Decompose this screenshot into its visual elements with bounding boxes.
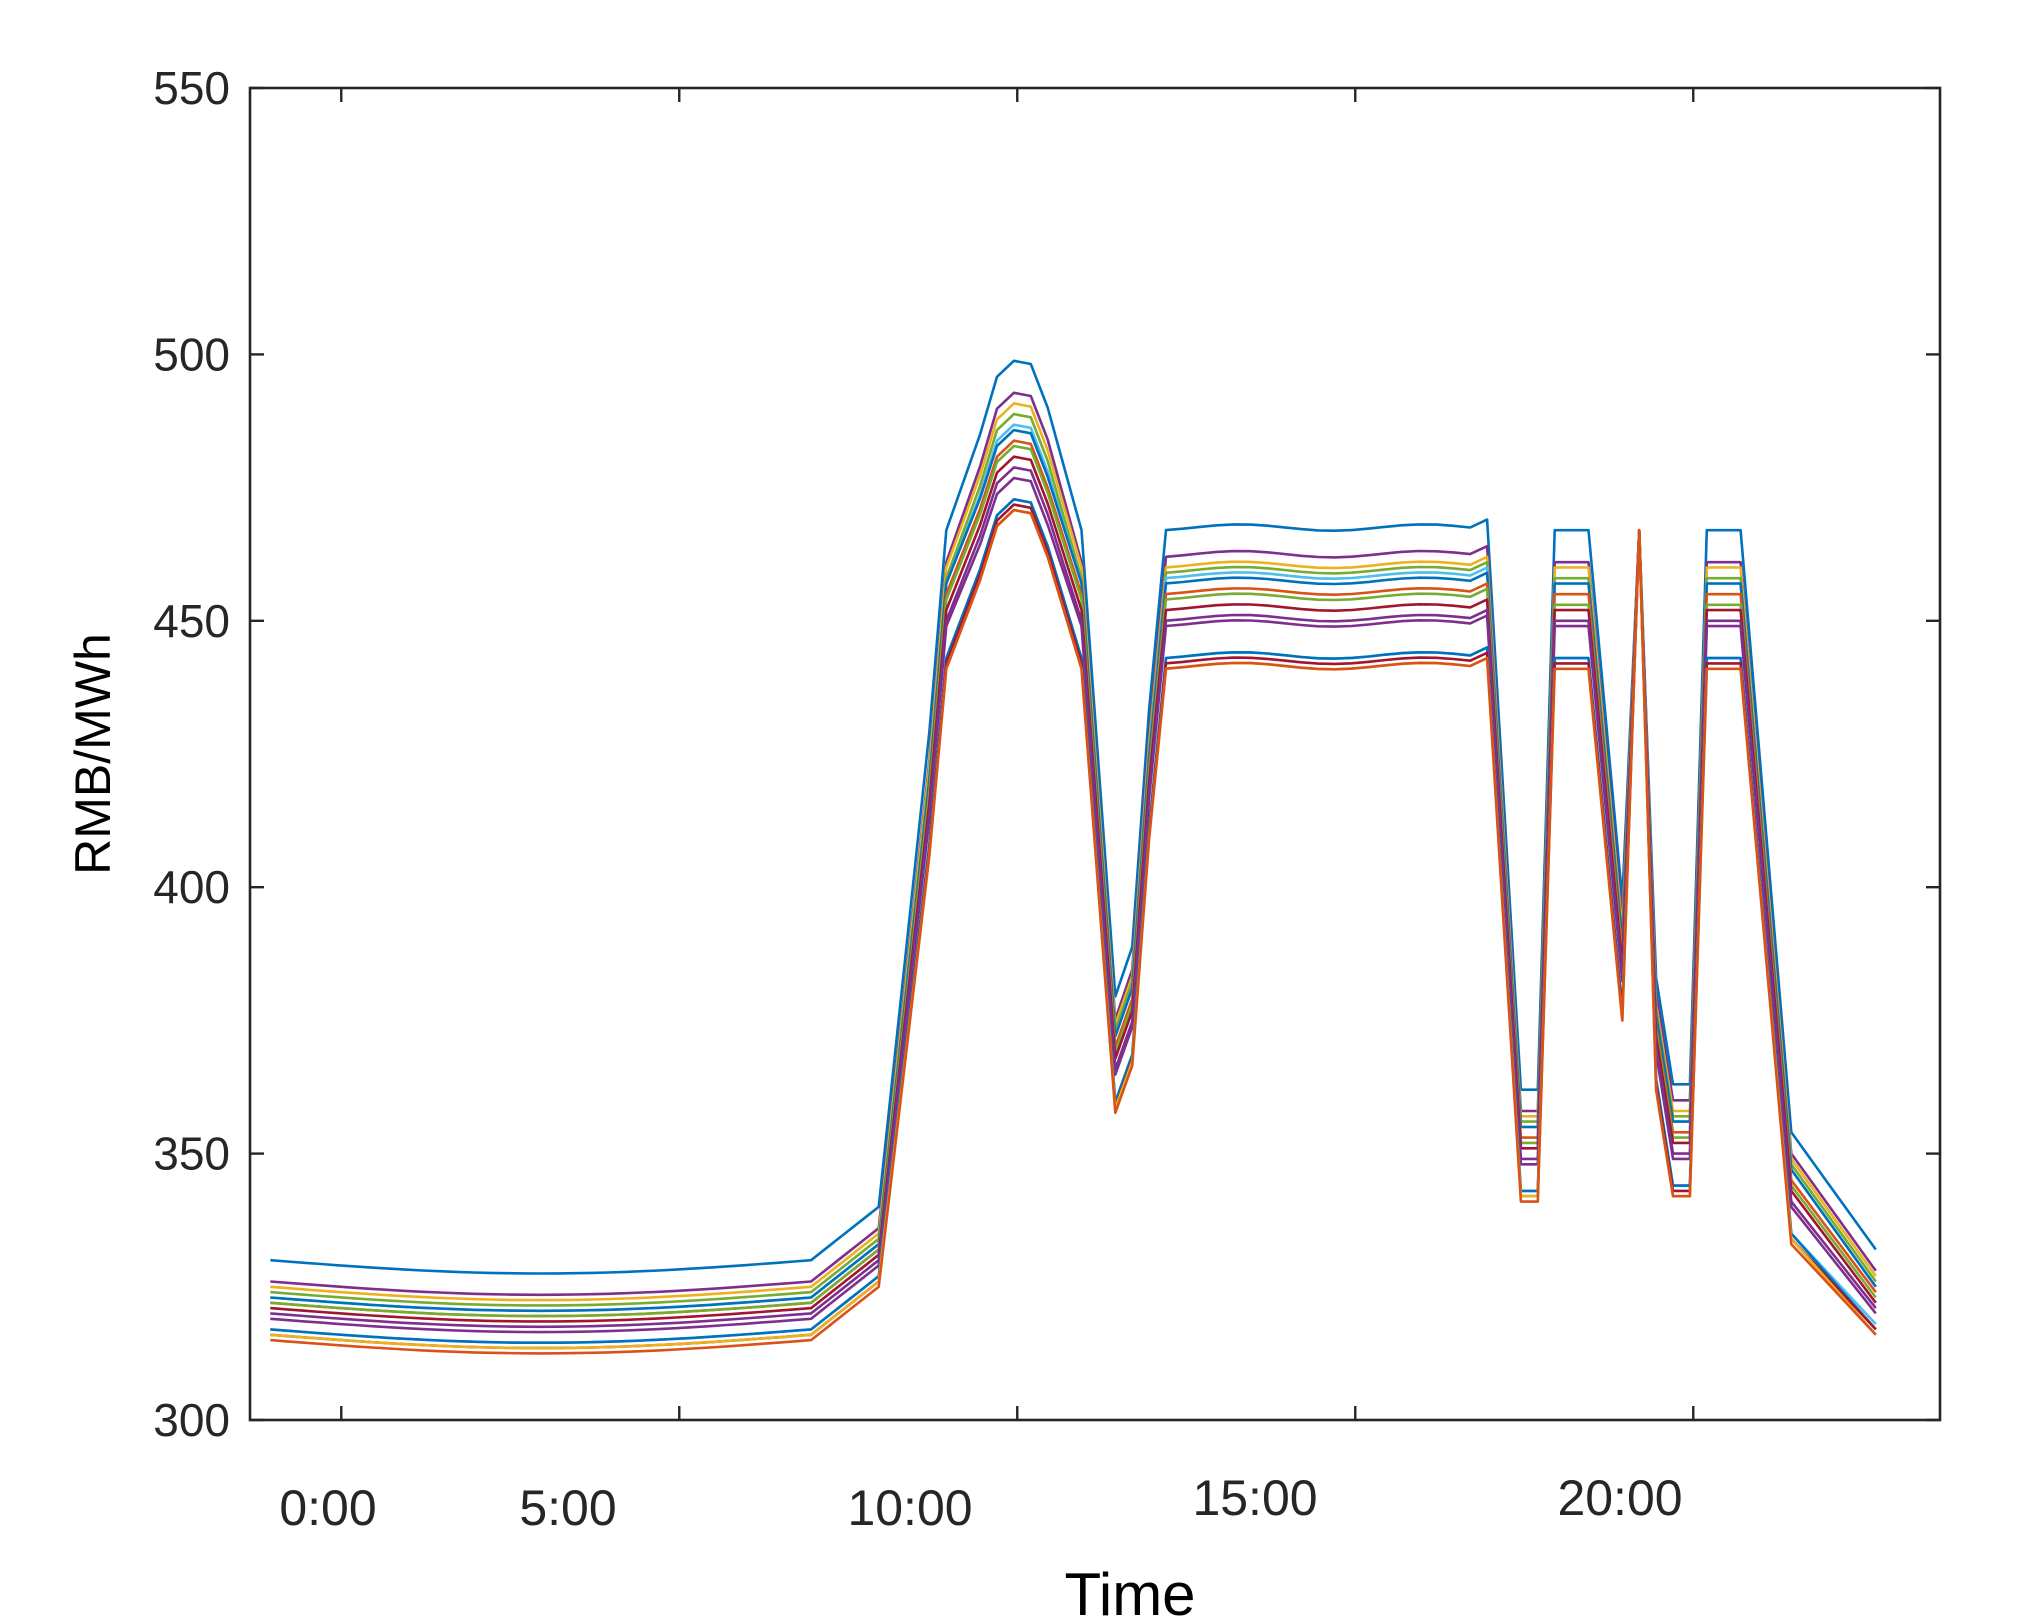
- plot-area-frame: [248, 86, 1942, 1422]
- y-tick-label-500: 500: [153, 328, 230, 380]
- x-tick-label-0: 0:00: [279, 1480, 376, 1536]
- y-tick-label-350: 350: [153, 1128, 230, 1180]
- tick-layer: 300 350 400 450 500 550 0:00 5:00 10:00 15:00 20:0…: [153, 62, 1940, 1536]
- y-tick-label-550: 550: [153, 62, 230, 114]
- x-axis-title: Time: [1064, 1561, 1195, 1623]
- y-axis-title: RMB/MWh: [65, 633, 121, 875]
- x-tick-label-4: 20:00: [1557, 1470, 1682, 1526]
- series-layer: [270, 359, 1877, 1355]
- series-line-1: [270, 359, 1877, 1275]
- x-tick-label-1: 5:00: [519, 1480, 616, 1536]
- y-tick-label-300: 300: [153, 1394, 230, 1446]
- series-line-11: [270, 476, 1877, 1334]
- x-tick-label-2: 10:00: [847, 1480, 972, 1536]
- series-line-16: [270, 508, 1877, 1355]
- x-tick-label-3: 15:00: [1192, 1470, 1317, 1526]
- y-tick-label-400: 400: [153, 861, 230, 913]
- y-tick-label-450: 450: [153, 595, 230, 647]
